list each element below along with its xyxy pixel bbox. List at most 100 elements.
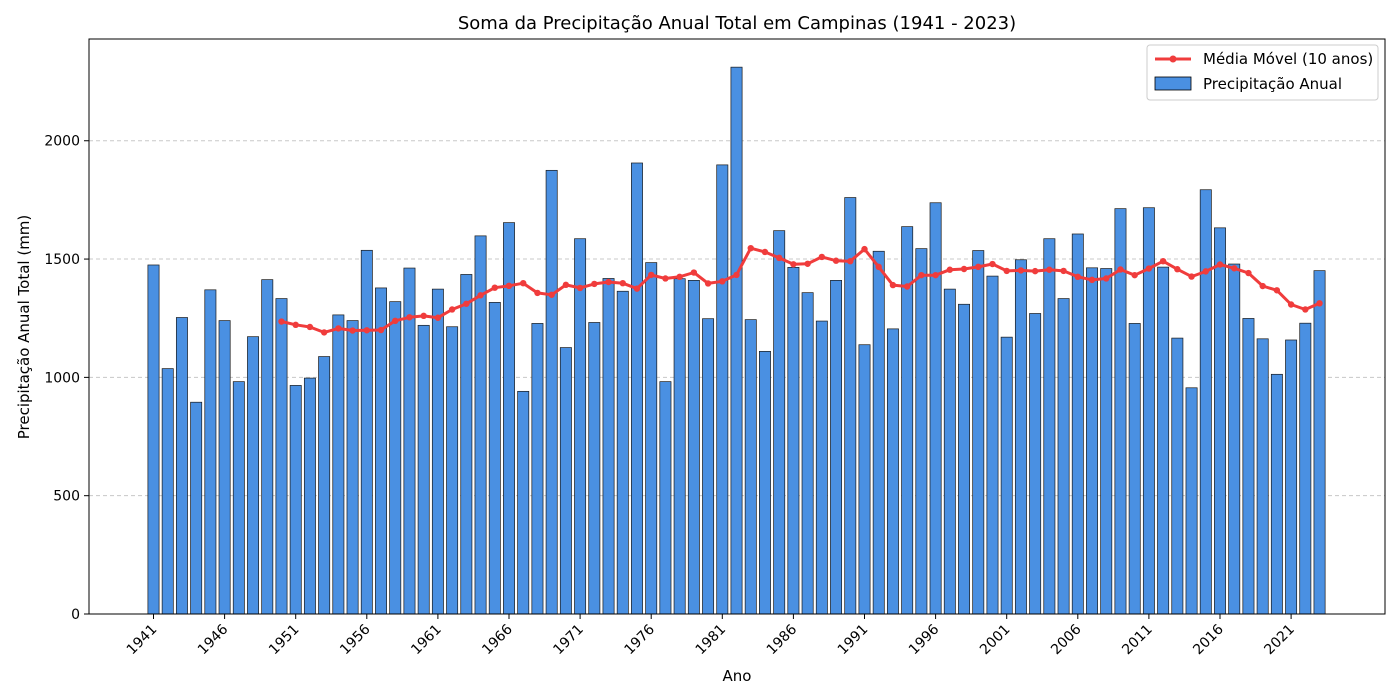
bar-1987 xyxy=(801,292,814,615)
bar-1973 xyxy=(602,278,615,615)
moving-average-point xyxy=(733,271,740,279)
bar-1979 xyxy=(687,280,700,615)
moving-average-point xyxy=(463,300,470,307)
moving-average-point xyxy=(1031,267,1039,275)
x-tick-label: 2016 xyxy=(1190,621,1227,658)
legend-label-annual: Precipitação Anual xyxy=(1203,75,1342,93)
bar-1975 xyxy=(631,162,643,615)
moving-average-point xyxy=(804,260,811,267)
moving-average-point xyxy=(320,329,328,336)
moving-average-point xyxy=(676,273,683,281)
bar-2012 xyxy=(1157,266,1170,615)
moving-average-point xyxy=(775,254,783,262)
bar-1970 xyxy=(559,347,572,615)
bar-1969 xyxy=(545,169,558,615)
bar-2019 xyxy=(1256,338,1269,615)
bar-1976 xyxy=(645,262,658,615)
legend-label-moving-average: Média Móvel (10 anos) xyxy=(1203,50,1373,68)
bar-1961 xyxy=(431,288,444,615)
bar-1952 xyxy=(303,377,316,615)
bar-1947 xyxy=(232,381,245,615)
x-axis-ticks: 1941 1946 1951 1956 1961 1966 1971 1976 1981 1986… xyxy=(124,614,1298,658)
moving-average-point xyxy=(932,271,939,279)
moving-average-point xyxy=(505,282,513,290)
bar-2016 xyxy=(1214,227,1226,615)
bar-1945 xyxy=(204,289,217,615)
x-tick-label: 1976 xyxy=(622,621,659,658)
moving-average-point xyxy=(1259,282,1266,290)
moving-average-point xyxy=(704,280,712,287)
y-tick-label: 500 xyxy=(53,489,80,505)
bar-1983 xyxy=(744,319,757,615)
x-tick-label: 2021 xyxy=(1261,622,1298,659)
moving-average-point xyxy=(1202,268,1209,275)
moving-average-point xyxy=(1216,261,1224,268)
moving-average-point xyxy=(377,326,385,334)
moving-average-point xyxy=(619,279,626,287)
x-tick-label: 1981 xyxy=(693,622,730,659)
y-tick-label: 1500 xyxy=(44,252,80,268)
x-tick-label: 1946 xyxy=(195,621,232,658)
moving-average-point xyxy=(335,325,342,332)
bar-1955 xyxy=(346,320,359,615)
x-tick-label: 1956 xyxy=(337,621,374,658)
moving-average-point xyxy=(278,318,285,325)
moving-average-point xyxy=(491,284,498,291)
moving-average-point xyxy=(1287,301,1295,308)
moving-average-point xyxy=(1188,273,1195,280)
moving-average-point xyxy=(1245,269,1252,277)
bar-2002 xyxy=(1014,259,1027,615)
moving-average-point xyxy=(406,314,413,321)
bar-1982 xyxy=(730,66,743,615)
bar-2020 xyxy=(1270,373,1283,615)
x-tick-label: 1991 xyxy=(835,622,872,659)
moving-average-point xyxy=(1103,275,1110,282)
moving-average-point xyxy=(1174,266,1181,273)
bar-1988 xyxy=(815,320,828,615)
y-tick-label: 1000 xyxy=(44,370,80,386)
moving-average-point xyxy=(292,321,299,329)
bar-2018 xyxy=(1242,318,1255,615)
bar-2005 xyxy=(1057,298,1070,615)
moving-average-point xyxy=(960,265,968,273)
moving-average-point xyxy=(648,271,655,279)
moving-average-point xyxy=(448,306,456,313)
bar-1963 xyxy=(460,274,473,615)
moving-average-point xyxy=(1145,265,1153,272)
bar-1985 xyxy=(773,230,786,615)
moving-average-point xyxy=(1316,300,1323,307)
x-tick-label: 1961 xyxy=(408,622,445,659)
moving-average-point xyxy=(818,253,826,261)
moving-average-point xyxy=(349,327,356,334)
moving-average-point xyxy=(1003,267,1010,275)
bar-1944 xyxy=(190,401,203,615)
bar-1954 xyxy=(332,314,345,615)
bar-1997 xyxy=(943,288,956,615)
bar-1974 xyxy=(616,290,629,615)
bar-2022 xyxy=(1299,322,1312,615)
bar-1968 xyxy=(531,323,544,615)
moving-average-point xyxy=(633,285,641,292)
bar-1953 xyxy=(318,356,331,615)
bar-1966 xyxy=(503,222,515,615)
moving-average-point xyxy=(889,281,897,289)
bar-2013 xyxy=(1171,337,1184,615)
bar-1993 xyxy=(886,328,899,615)
bar-1972 xyxy=(588,322,601,615)
moving-average-point xyxy=(918,271,925,279)
moving-average-point xyxy=(861,245,868,253)
bar-1971 xyxy=(574,238,587,615)
moving-average-point xyxy=(306,323,314,331)
x-tick-label: 2001 xyxy=(977,622,1014,659)
moving-average-point xyxy=(434,314,442,321)
moving-average-point xyxy=(1074,273,1082,281)
bar-1960 xyxy=(417,324,430,615)
bar-1981 xyxy=(716,164,729,615)
moving-average-series xyxy=(278,244,1323,336)
moving-average-point xyxy=(1017,267,1025,274)
moving-average-point xyxy=(832,257,840,264)
bar-1957 xyxy=(375,287,387,615)
moving-average-point xyxy=(719,278,726,285)
bar-1986 xyxy=(787,266,800,615)
bar-1984 xyxy=(759,350,771,615)
